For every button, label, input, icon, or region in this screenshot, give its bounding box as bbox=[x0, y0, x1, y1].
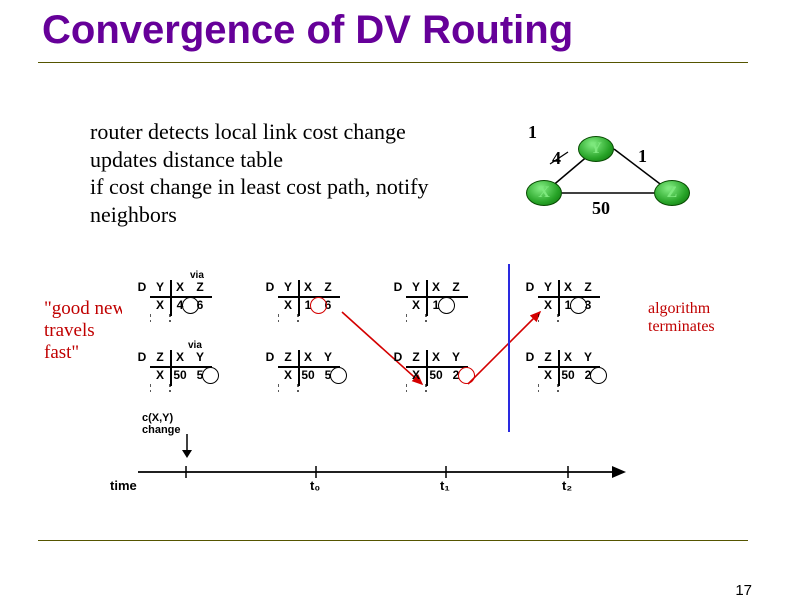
router-z: Z bbox=[654, 180, 690, 206]
time-t0: t₀ bbox=[310, 478, 320, 493]
term-line: terminates bbox=[648, 318, 715, 336]
cxy-label: c(X,Y) bbox=[142, 412, 173, 424]
network-graph: 1 4 1 50 Y X Z bbox=[510, 118, 710, 228]
title-rule bbox=[38, 62, 748, 63]
body-line: if cost change in least cost path, notif… bbox=[90, 173, 480, 201]
footer-rule bbox=[38, 540, 748, 541]
router-y: Y bbox=[578, 136, 614, 162]
table-y-t1: D Y X Z X 1 6 bbox=[262, 278, 338, 314]
body-line: router detects local link cost change bbox=[90, 118, 480, 146]
body-line: updates distance table bbox=[90, 146, 480, 174]
weight-xz: 50 bbox=[592, 198, 610, 219]
dv-tables-diagram: via D Y X Z X 4 6 via D Z X Y X 50 5 D Y bbox=[122, 266, 642, 490]
cxy-sub: change bbox=[142, 424, 181, 436]
table-z-t1b: D Z X Y X 50 2 bbox=[390, 348, 466, 384]
time-t2: t₂ bbox=[562, 478, 572, 493]
table-y-t0: D Y X Z X 4 6 bbox=[134, 278, 210, 314]
weight-xy-old: 4 bbox=[552, 148, 561, 169]
time-label: time bbox=[110, 478, 137, 493]
table-z-t0: D Z X Y X 50 5 bbox=[134, 348, 210, 384]
body-text: router detects local link cost change up… bbox=[90, 118, 480, 228]
slide-title: Convergence of DV Routing bbox=[42, 8, 573, 53]
table-y-t2: D Y X Z X 1 3 bbox=[522, 278, 598, 314]
quote-text: "good news travels fast" bbox=[44, 298, 134, 364]
term-line: algorithm bbox=[648, 300, 715, 318]
table-z-t2: D Z X Y X 50 2 bbox=[522, 348, 598, 384]
algorithm-terminates: algorithm terminates bbox=[648, 300, 715, 337]
router-x: X bbox=[526, 180, 562, 206]
time-t1: t₁ bbox=[440, 478, 450, 493]
table-z-t1: D Z X Y X 50 5 bbox=[262, 348, 338, 384]
page-number: 17 bbox=[735, 582, 752, 599]
weight-xy-new: 1 bbox=[528, 122, 537, 143]
weight-yz: 1 bbox=[638, 146, 647, 167]
time-axis: time t₀ t₁ t₂ bbox=[138, 462, 626, 490]
table-y-t1b: D Y X Z X 1 bbox=[390, 278, 466, 314]
body-line: neighbors bbox=[90, 201, 480, 229]
